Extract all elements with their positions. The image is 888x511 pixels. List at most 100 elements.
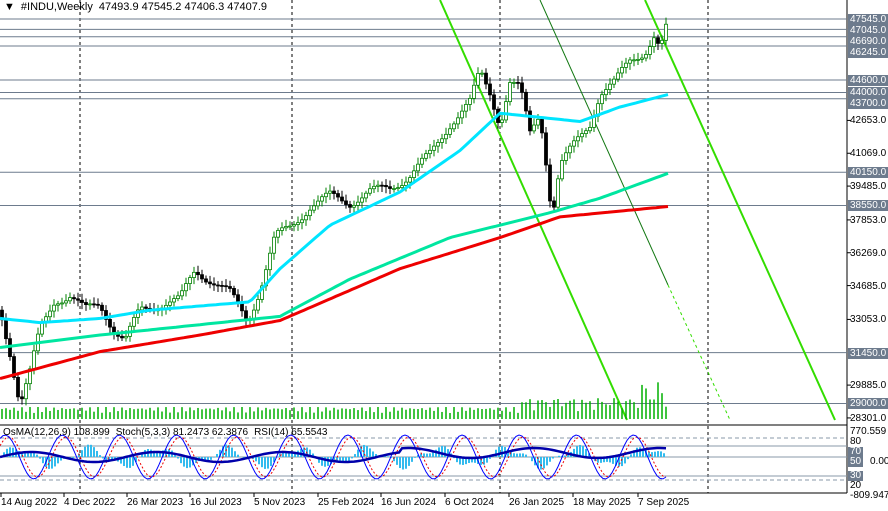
osma-bar — [81, 450, 83, 457]
osma-bar — [663, 453, 665, 457]
candle-body — [576, 136, 580, 142]
osma-bar — [624, 457, 626, 464]
osma-bar — [444, 446, 446, 457]
osma-bar — [405, 457, 407, 469]
candle-body — [168, 301, 172, 306]
osma-bar — [459, 457, 461, 465]
osma-bar — [618, 457, 620, 467]
osma-bar — [132, 457, 134, 466]
price-tick-label: 41069.0 — [850, 148, 887, 160]
osma-bar — [612, 457, 614, 464]
osma-bar — [108, 457, 110, 461]
osma-bar — [639, 447, 641, 457]
indicator-axis-label: -809.947 — [850, 490, 888, 501]
osma-bar — [387, 456, 389, 457]
candle-body — [220, 285, 224, 287]
candle-body — [216, 284, 220, 287]
candle-body — [308, 209, 312, 217]
level-label: 40150.0 — [848, 167, 888, 179]
osma-bar — [564, 455, 566, 457]
osma-bar — [231, 447, 233, 457]
osma-bar — [423, 453, 425, 457]
candle-body — [464, 104, 468, 112]
candle-body — [436, 142, 440, 147]
candle-body — [196, 271, 200, 276]
candle-body — [448, 128, 452, 135]
candle-body — [544, 132, 548, 166]
candle-body — [612, 78, 616, 85]
osma-bar — [279, 453, 281, 457]
osma-bar — [402, 457, 404, 470]
osma-bar — [294, 451, 296, 457]
stoch-signal-line — [0, 436, 667, 478]
osma-bar — [573, 448, 575, 457]
candle-body — [208, 281, 212, 285]
osma-bar — [588, 453, 590, 457]
level-label: 46690.0 — [848, 36, 888, 47]
time-axis-label: 25 Feb 2024 — [318, 497, 375, 508]
candle-body — [280, 227, 284, 231]
osma-bar — [486, 457, 488, 463]
candle-body — [584, 130, 588, 135]
osma-bar — [3, 452, 5, 457]
candle-body — [356, 201, 360, 206]
osma-bar — [348, 457, 350, 462]
indicator-axis-label: 50 — [848, 456, 864, 467]
candle-body — [648, 46, 652, 55]
osma-bar — [90, 444, 92, 457]
osma-bar — [537, 457, 539, 469]
candle-body — [144, 306, 148, 309]
candle-body — [468, 97, 472, 105]
osma-bar — [339, 457, 341, 463]
osma-bar — [27, 451, 29, 457]
candle-body — [480, 72, 484, 75]
candle-body — [60, 302, 64, 305]
osma-bar — [660, 451, 662, 457]
osma-bar — [657, 451, 659, 457]
osma-bar — [282, 451, 284, 457]
osma-bar — [546, 457, 548, 466]
candle-body — [636, 58, 640, 61]
osma-bar — [102, 457, 104, 459]
level-label: 44000.0 — [848, 87, 888, 99]
candle-body — [604, 89, 608, 96]
osma-bar — [417, 454, 419, 457]
osma-bar — [447, 449, 449, 457]
osma-bar — [633, 450, 635, 457]
osma-bar — [336, 457, 338, 462]
osma-bar — [495, 449, 497, 457]
candle-body — [616, 72, 620, 80]
osma-bar — [582, 445, 584, 457]
osma-bar — [303, 447, 305, 457]
candle-body — [440, 138, 444, 143]
candle-body — [64, 300, 68, 304]
level-label: 44600.0 — [848, 75, 888, 87]
candle-body — [456, 117, 460, 125]
candle-body — [560, 160, 564, 180]
candle-body — [340, 196, 344, 202]
time-axis-label: 14 Aug 2022 — [1, 497, 58, 508]
level-label: 47045.0 — [848, 25, 888, 36]
candle-body — [88, 303, 92, 306]
time-axis-label: 6 Oct 2024 — [445, 497, 494, 508]
candle-body — [272, 236, 276, 254]
osma-bar — [318, 457, 320, 463]
osma-bar — [258, 457, 260, 465]
osma-bar — [480, 457, 482, 465]
ma-fast-line — [0, 93, 669, 325]
candle-body — [336, 193, 340, 198]
osma-bar — [399, 457, 401, 469]
candle-body — [120, 335, 124, 339]
candle-body — [276, 230, 280, 238]
dropdown-arrow-icon[interactable]: ▼ — [4, 1, 15, 13]
candle-body — [20, 396, 24, 400]
osma-bar — [366, 445, 368, 457]
osma-bar — [651, 452, 653, 457]
osma-bar — [540, 457, 542, 470]
osma-bar — [654, 451, 656, 457]
osma-bar — [576, 446, 578, 457]
chart-header: ▼ #INDU,Weekly 47493.9 47545.2 47406.3 474… — [4, 1, 273, 13]
osma-bar — [6, 448, 8, 457]
